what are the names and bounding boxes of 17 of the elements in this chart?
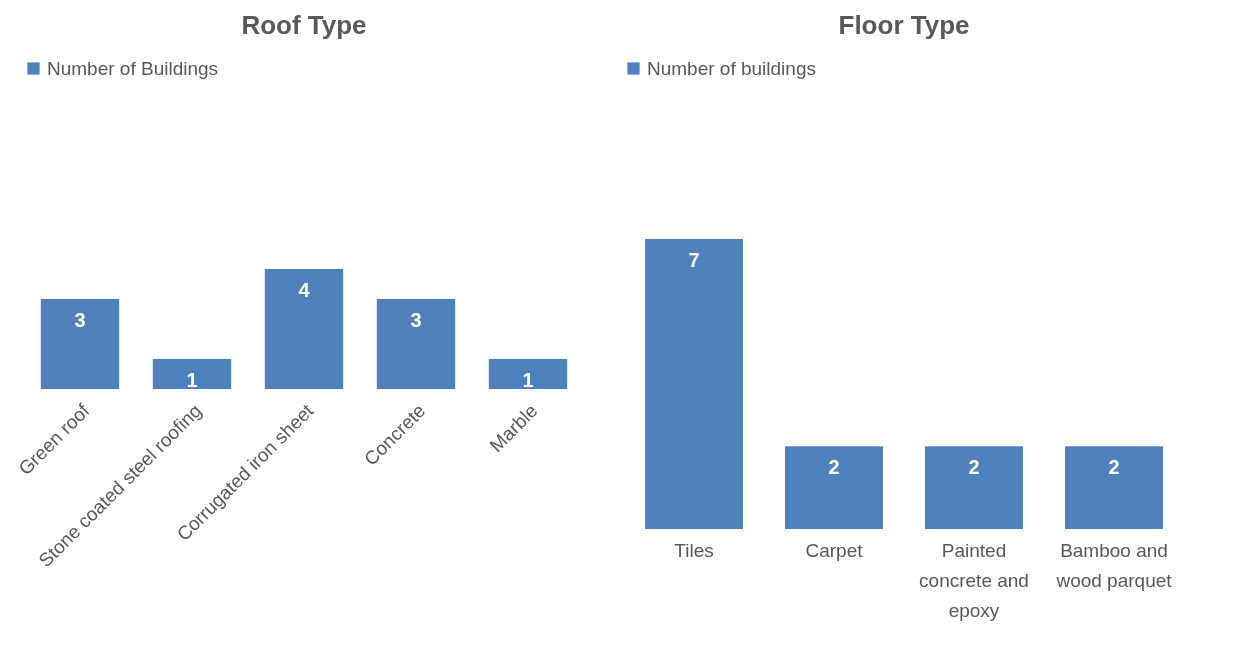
x-tick-label: Bamboo and wood parquet: [1055, 539, 1173, 591]
data-label: 2: [968, 456, 980, 479]
data-label: 7: [688, 249, 700, 271]
x-tick-label: Painted concrete and epoxy: [919, 539, 1029, 621]
legend-label: Number of Buildings: [47, 57, 219, 79]
x-tick-label: Tiles: [674, 539, 714, 561]
data-label: 3: [410, 309, 422, 331]
data-label: 4: [298, 279, 311, 301]
data-label: 3: [74, 309, 86, 331]
chart-title: Floor Type: [838, 10, 970, 40]
data-label: 1: [522, 369, 534, 391]
data-label: 1: [186, 369, 198, 391]
data-label: 2: [1108, 456, 1120, 479]
legend-label: Number of buildings: [647, 57, 816, 79]
x-tick-label: Carpet: [805, 539, 864, 561]
data-label: 2: [828, 456, 840, 479]
chart-title: Roof Type: [241, 10, 367, 40]
